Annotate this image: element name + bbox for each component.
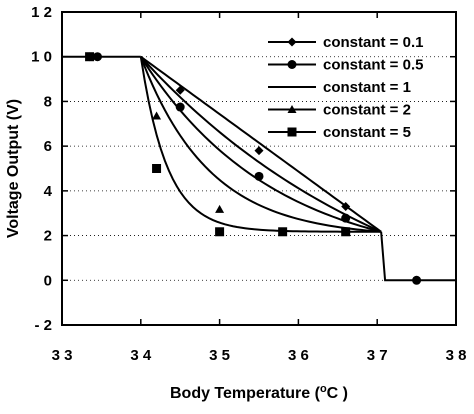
y-tick-label: 2 xyxy=(44,228,52,245)
data-point-diamond xyxy=(254,146,264,156)
data-point-circle xyxy=(254,171,264,181)
data-point-circle xyxy=(341,213,351,223)
data-point-square xyxy=(85,52,95,62)
data-point-circle xyxy=(412,275,422,285)
legend-label: constant = 0.5 xyxy=(323,57,423,74)
legend-label: constant = 0.1 xyxy=(323,34,423,51)
y-tick-label: 4 xyxy=(44,183,53,200)
data-point-circle xyxy=(175,102,185,112)
data-point-square xyxy=(215,227,225,237)
data-point-diamond xyxy=(341,202,351,212)
data-point-square xyxy=(152,164,162,173)
y-tick-label: - 2 xyxy=(34,317,52,334)
y-axis-label: Voltage Output (V) xyxy=(5,99,22,238)
data-point-triangle xyxy=(152,111,162,120)
x-axis-label: Body Temperature (oC ) xyxy=(170,383,348,402)
legend-label: constant = 1 xyxy=(323,79,411,96)
series-layer xyxy=(62,52,456,285)
series-line-constant-5 xyxy=(139,56,382,233)
legend-marker-square xyxy=(287,127,297,137)
series-line-constant-2 xyxy=(139,56,382,233)
data-point-square xyxy=(341,227,351,237)
legend-label: constant = 2 xyxy=(323,102,411,119)
x-tick-label: 3 6 xyxy=(288,347,309,364)
legend: constant = 0.1 constant = 0.5 constant = 1… xyxy=(268,34,423,141)
data-point-circle xyxy=(92,52,102,62)
legend-label: constant = 5 xyxy=(323,124,411,141)
y-tick-label: 1 0 xyxy=(31,49,52,66)
y-tick-label: 8 xyxy=(44,93,52,110)
degree-symbol: o xyxy=(320,383,327,395)
y-axis: - 2 0 2 4 6 8 1 0 1 2 xyxy=(31,4,456,334)
y-tick-label: 0 xyxy=(44,272,52,289)
data-point-square xyxy=(278,227,288,237)
series-line-constant-0.5 xyxy=(140,56,382,233)
legend-marker-diamond xyxy=(287,37,297,47)
y-tick-label: 6 xyxy=(44,138,52,155)
legend-marker-circle xyxy=(287,60,297,69)
baseline-low xyxy=(380,231,456,282)
x-axis-label-main: Body Temperature ( xyxy=(170,385,321,402)
x-axis-label-unit: C ) xyxy=(327,385,348,402)
plot-frame xyxy=(61,11,457,326)
x-axis: 3 3 3 4 3 5 3 6 3 7 3 8 xyxy=(52,12,467,364)
legend-marker-triangle xyxy=(287,105,297,113)
data-point-triangle xyxy=(215,204,225,213)
series-line-constant-0.1 xyxy=(140,55,382,233)
x-tick-label: 3 8 xyxy=(446,347,467,364)
x-tick-label: 3 5 xyxy=(209,347,230,364)
data-point-diamond xyxy=(175,85,185,95)
x-tick-label: 3 4 xyxy=(130,347,152,364)
x-tick-label: 3 7 xyxy=(367,347,388,364)
x-tick-label: 3 3 xyxy=(52,347,73,364)
y-tick-label: 1 2 xyxy=(31,4,52,21)
